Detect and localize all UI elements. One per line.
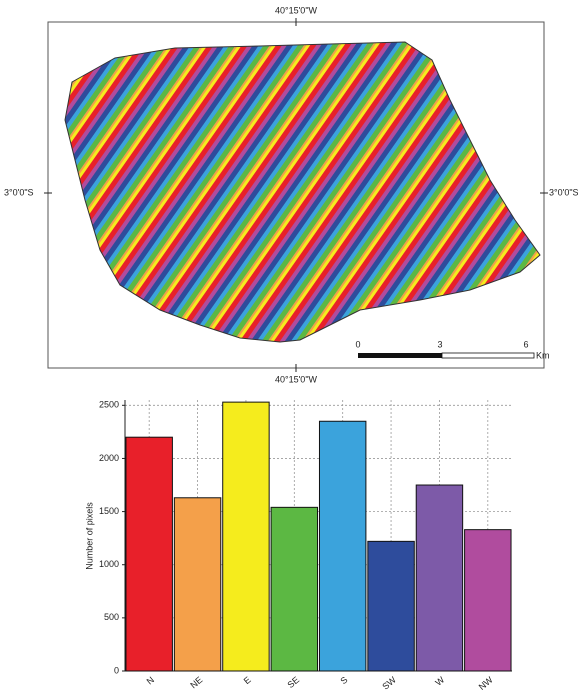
x-tick-label: E <box>242 675 253 687</box>
scale-bar <box>358 353 442 358</box>
map-left-label: 3°0'0"S <box>4 187 34 197</box>
y-tick-label: 2500 <box>99 400 119 410</box>
scale-label: 0 <box>355 339 360 349</box>
bar <box>173 497 222 672</box>
x-tick-label: SW <box>380 674 398 691</box>
y-tick-label: 1500 <box>99 506 119 516</box>
scale-bar <box>441 352 535 359</box>
scale-unit: Km <box>536 350 550 360</box>
y-tick-label: 0 <box>114 665 119 675</box>
x-tick-label: N <box>145 675 156 687</box>
y-tick-label: 500 <box>104 612 119 622</box>
bar <box>367 540 415 672</box>
bar <box>415 484 464 672</box>
bar <box>464 529 512 672</box>
y-tick-label: 1000 <box>99 559 119 569</box>
x-tick-label: SE <box>285 675 301 690</box>
scale-label: 3 <box>437 339 442 349</box>
map-top-label: 40°15'0"W <box>275 5 318 15</box>
map-right-label: 3°0'0"S <box>549 187 578 197</box>
map-bottom-label: 40°15'0"W <box>275 374 318 384</box>
x-tick-label: NW <box>477 674 495 691</box>
x-tick-label: NE <box>188 675 204 691</box>
scale-label: 6 <box>523 339 528 349</box>
x-tick-label: W <box>433 674 446 687</box>
bar <box>125 436 173 672</box>
bar <box>270 506 319 672</box>
aspect-map <box>64 41 541 343</box>
y-axis-label: Number of pixels <box>84 502 94 570</box>
bar <box>222 401 270 672</box>
x-tick-label: S <box>338 675 349 687</box>
bar <box>318 420 367 672</box>
y-tick-label: 2000 <box>99 453 119 463</box>
